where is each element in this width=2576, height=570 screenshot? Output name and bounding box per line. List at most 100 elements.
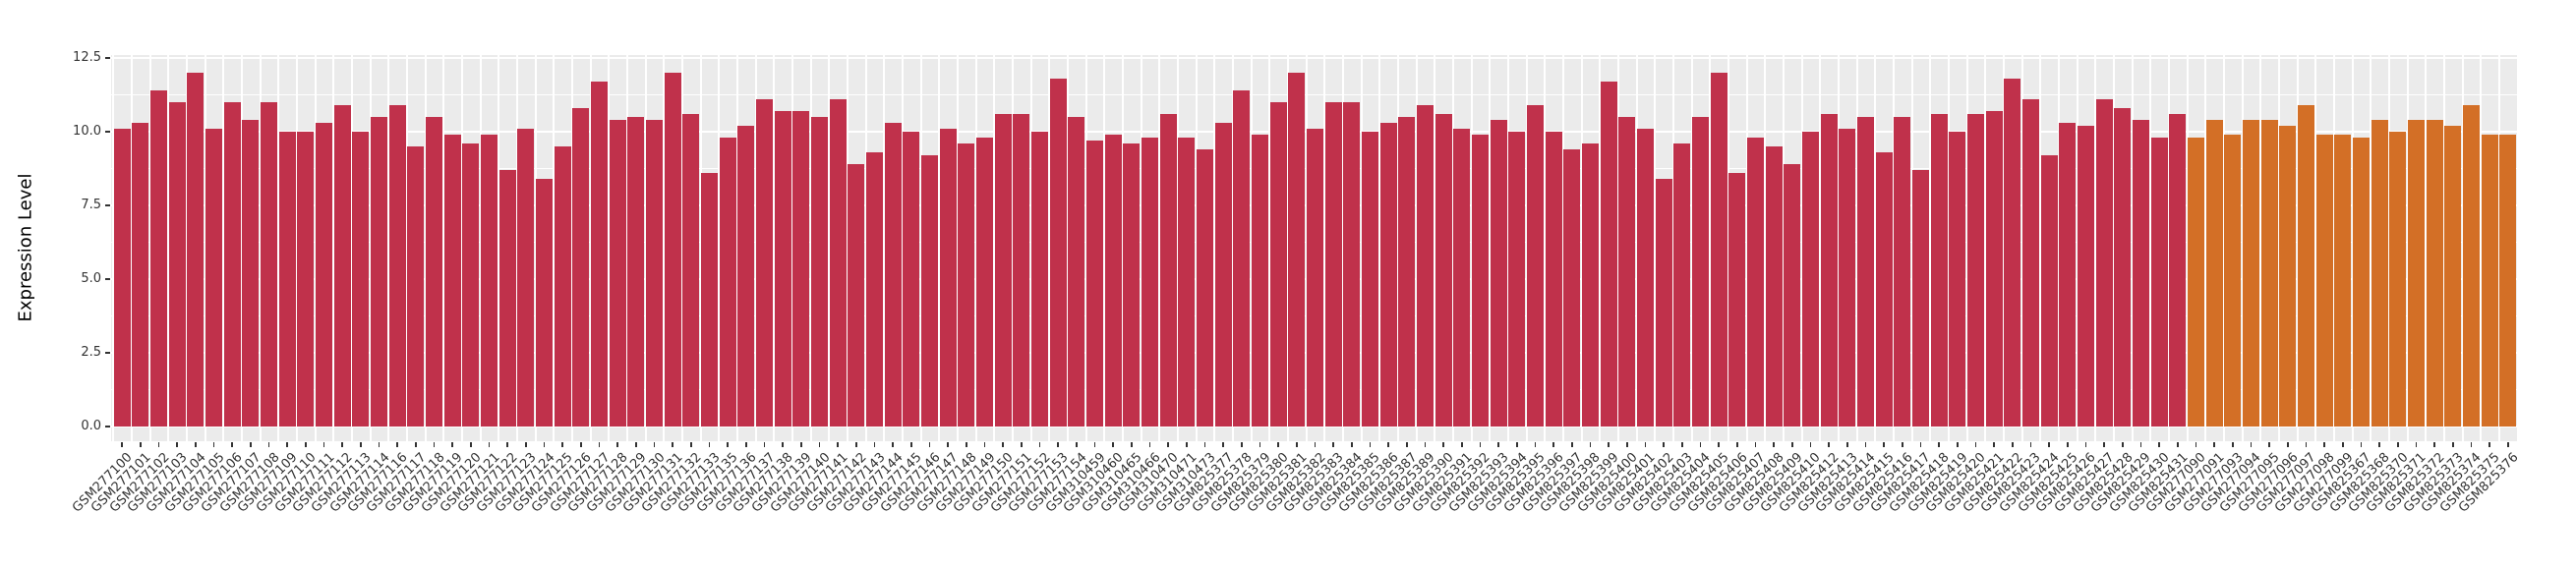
gridline-vertical	[2425, 55, 2428, 441]
gridline-vertical	[773, 55, 776, 441]
bar	[572, 108, 590, 427]
x-tick-mark	[488, 442, 491, 447]
x-tick-mark	[2122, 442, 2124, 447]
gridline-vertical	[241, 55, 243, 441]
bar	[1214, 123, 1232, 427]
gridline-vertical	[461, 55, 463, 441]
bar	[1710, 73, 1727, 427]
gridline-vertical	[1855, 55, 1858, 441]
x-tick-mark	[1186, 442, 1188, 447]
gridline-vertical	[1947, 55, 1950, 441]
gridline-vertical	[1029, 55, 1032, 441]
bar	[1985, 111, 2003, 427]
gridline-vertical	[754, 55, 757, 441]
gridline-vertical	[1396, 55, 1399, 441]
x-tick-mark	[782, 442, 784, 447]
x-tick-mark	[415, 442, 417, 447]
bar	[2188, 138, 2204, 427]
gridline-vertical	[2516, 55, 2519, 441]
bar	[498, 170, 516, 427]
gridline-vertical	[1690, 55, 1693, 441]
x-tick-mark	[855, 442, 857, 447]
x-tick-mark	[2433, 442, 2435, 447]
gridline-vertical	[1984, 55, 1987, 441]
bar	[1288, 73, 1306, 427]
y-tick-mark	[105, 204, 110, 206]
gridline-vertical	[2332, 55, 2335, 441]
gridline-vertical	[1525, 55, 1528, 441]
gridline-vertical	[1874, 55, 1877, 441]
bar	[1086, 141, 1103, 427]
gridline-minor	[111, 94, 2519, 95]
gridline-vertical	[847, 55, 849, 441]
bar	[1508, 132, 1526, 427]
x-tick-mark	[2012, 442, 2014, 447]
x-tick-mark	[1203, 442, 1206, 447]
x-tick-mark	[947, 442, 949, 447]
x-tick-mark	[176, 442, 178, 447]
gridline-vertical	[534, 55, 537, 441]
x-tick-mark	[2323, 442, 2325, 447]
x-tick-mark	[2067, 442, 2069, 447]
bar	[1324, 102, 1342, 427]
bar	[2353, 138, 2370, 427]
bar	[664, 73, 681, 427]
gridline-vertical	[663, 55, 666, 441]
bar	[278, 132, 296, 427]
x-tick-mark	[157, 442, 160, 447]
bar	[774, 111, 791, 427]
gridline-vertical	[589, 55, 592, 441]
bar	[591, 82, 608, 427]
gridline-vertical	[1232, 55, 1234, 441]
gridline-vertical	[2442, 55, 2445, 441]
x-tick-mark	[1828, 442, 1830, 447]
bar	[1618, 117, 1636, 427]
x-tick-mark	[2103, 442, 2105, 447]
gridline-vertical	[277, 55, 280, 441]
x-tick-mark	[1534, 442, 1537, 447]
bar	[1527, 105, 1544, 427]
gridline-vertical	[681, 55, 683, 441]
x-tick-mark	[1974, 442, 1977, 447]
bar	[2169, 114, 2187, 427]
bar	[1949, 132, 1966, 427]
gridline-vertical	[2039, 55, 2042, 441]
x-tick-mark	[1736, 442, 1738, 447]
x-tick-mark	[2378, 442, 2380, 447]
bar	[2499, 135, 2517, 427]
bar	[792, 111, 810, 427]
x-tick-mark	[892, 442, 894, 447]
gridline-vertical	[1434, 55, 1436, 441]
gridline-vertical	[167, 55, 170, 441]
x-tick-mark	[910, 442, 912, 447]
x-tick-mark	[1919, 442, 1922, 447]
gridline-vertical	[2222, 55, 2225, 441]
x-tick-mark	[2305, 442, 2308, 447]
x-tick-mark	[2213, 442, 2215, 447]
bar	[884, 123, 902, 427]
x-tick-mark	[1516, 442, 1518, 447]
x-tick-mark	[2470, 442, 2473, 447]
x-tick-mark	[451, 442, 453, 447]
x-tick-mark	[1846, 442, 1848, 447]
bar	[481, 135, 498, 427]
gridline-vertical	[1965, 55, 1968, 441]
y-tick-label: 10.0	[73, 124, 101, 139]
bar	[921, 155, 938, 427]
bar	[1104, 135, 1122, 427]
gridline-vertical	[2406, 55, 2409, 441]
bar	[848, 164, 865, 427]
y-tick-label: 12.5	[73, 50, 101, 65]
x-tick-mark	[1589, 442, 1592, 447]
x-tick-mark	[2507, 442, 2509, 447]
x-tick-mark	[2139, 442, 2142, 447]
gridline-vertical	[571, 55, 573, 441]
gridline-vertical	[1122, 55, 1124, 441]
bar	[205, 129, 222, 427]
x-tick-mark	[212, 442, 215, 447]
gridline-vertical	[1048, 55, 1051, 441]
bar	[371, 117, 387, 427]
gridline-vertical	[2461, 55, 2464, 441]
gridline-vertical	[809, 55, 812, 441]
